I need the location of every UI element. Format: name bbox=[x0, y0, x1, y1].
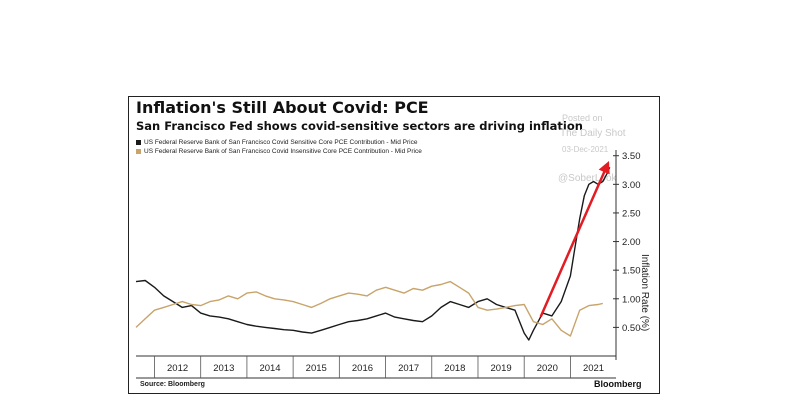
legend-entry-insensitive: US Federal Reserve Bank of San Francisco… bbox=[136, 148, 422, 155]
x-tick-label-7: 2019 bbox=[491, 363, 512, 374]
watermark-line-2: The Daily Shot bbox=[560, 128, 626, 139]
brand-logo-text: Bloomberg bbox=[594, 379, 642, 389]
x-tick-label-2: 2014 bbox=[259, 363, 280, 374]
legend-swatch-sensitive bbox=[136, 140, 141, 145]
x-tick-label-1: 2013 bbox=[213, 363, 234, 374]
legend-entry-sensitive: US Federal Reserve Bank of San Francisco… bbox=[136, 139, 417, 146]
x-tick-label-6: 2018 bbox=[444, 363, 465, 374]
x-tick-label-4: 2016 bbox=[352, 363, 373, 374]
series-line-insensitive bbox=[135, 280, 603, 337]
annotation-arrow-shaft bbox=[539, 166, 608, 318]
x-tick-label-9: 2021 bbox=[583, 363, 604, 374]
x-tick-label-0: 2012 bbox=[167, 363, 188, 374]
source-note: Source: Bloomberg bbox=[140, 381, 205, 388]
y-tick-label-2: 1.50 bbox=[622, 266, 641, 277]
x-tick-label-5: 2017 bbox=[398, 363, 419, 374]
y-tick-label-1: 1.00 bbox=[622, 294, 641, 305]
legend-label-insensitive: US Federal Reserve Bank of San Francisco… bbox=[144, 148, 422, 155]
legend-swatch-insensitive bbox=[136, 149, 141, 154]
y-tick-label-3: 2.00 bbox=[622, 237, 641, 248]
watermark-line-4: @SoberLook bbox=[558, 173, 617, 184]
watermark-line-3: 03-Dec-2021 bbox=[562, 145, 609, 154]
watermark-line-1: Posted on bbox=[562, 113, 603, 123]
legend-label-sensitive: US Federal Reserve Bank of San Francisco… bbox=[144, 139, 418, 146]
series-line-sensitive bbox=[135, 166, 611, 341]
y-axis-label: Inflation Rate (%) bbox=[639, 254, 650, 332]
x-tick-label-8: 2020 bbox=[537, 363, 558, 374]
chart-subtitle: San Francisco Fed shows covid-sensitive … bbox=[136, 119, 583, 133]
y-tick-label-6: 3.50 bbox=[622, 151, 641, 162]
y-tick-label-0: 0.50 bbox=[622, 323, 641, 334]
annotation-arrow-head bbox=[598, 161, 610, 175]
y-tick-label-5: 3.00 bbox=[622, 180, 641, 191]
x-tick-label-3: 2015 bbox=[306, 363, 327, 374]
chart-title: Inflation's Still About Covid: PCE bbox=[136, 98, 429, 117]
y-tick-label-4: 2.50 bbox=[622, 208, 641, 219]
